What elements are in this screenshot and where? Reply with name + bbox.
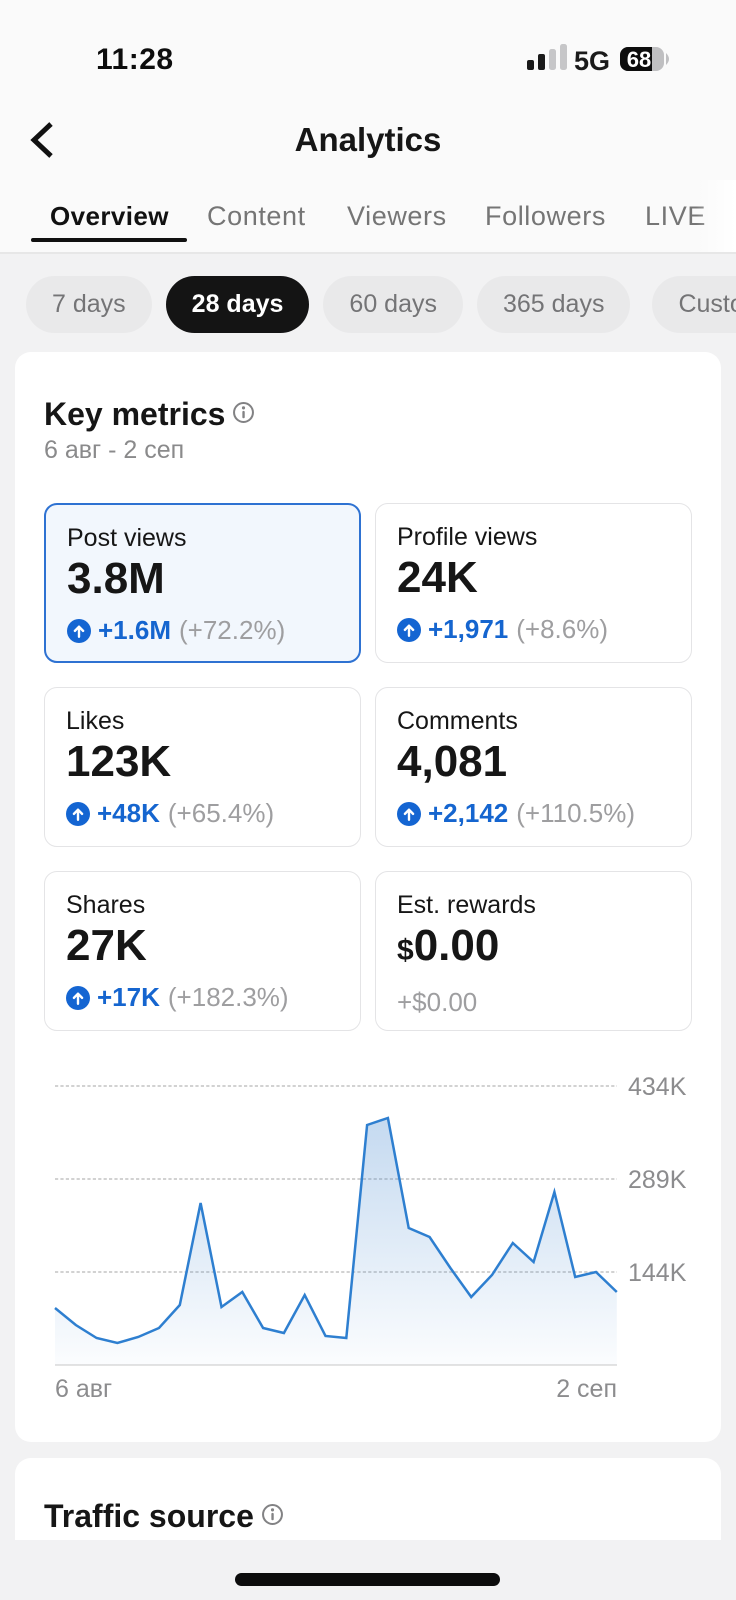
- svg-text:6 авг: 6 авг: [55, 1375, 112, 1403]
- svg-text:289K: 289K: [628, 1166, 687, 1194]
- svg-text:144K: 144K: [628, 1259, 687, 1287]
- svg-text:434K: 434K: [628, 1073, 687, 1101]
- svg-text:68: 68: [627, 47, 651, 72]
- svg-text:5G: 5G: [574, 46, 610, 76]
- svg-text:2 сеп: 2 сеп: [556, 1375, 617, 1403]
